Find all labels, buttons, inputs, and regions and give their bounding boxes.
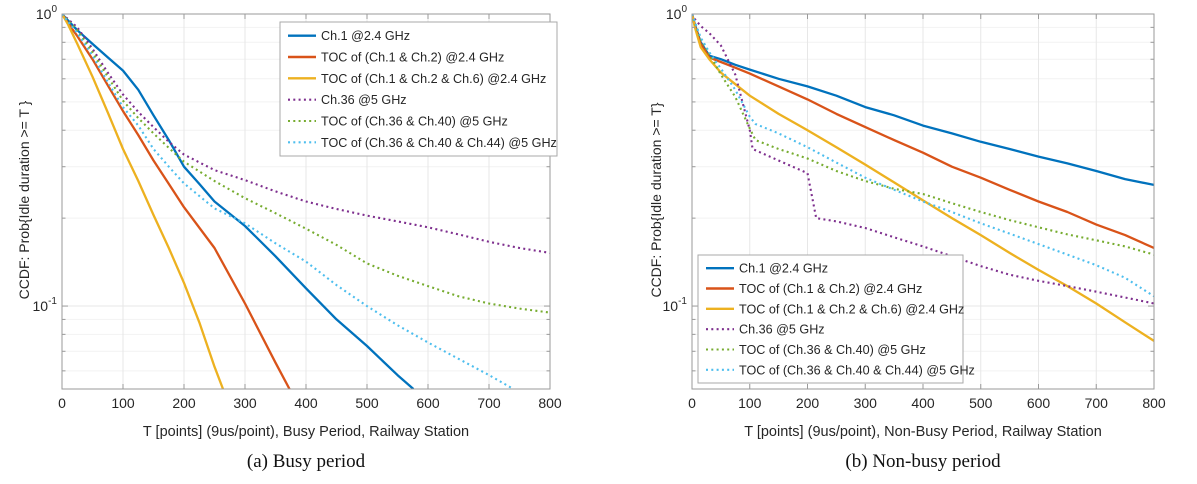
x-tick-label: 500: [969, 395, 993, 411]
caption-nonbusy: (b) Non-busy period: [845, 451, 1001, 472]
tick-labels: 0 100 200 300 400 500 600 700 800 100 10-1: [33, 4, 562, 411]
axes: [61, 13, 551, 390]
x-tick-label: 800: [1142, 395, 1166, 411]
panel-1: 0 100 200 300 400 500 600 700 800 100 10-1 Ch.1 @2.…: [663, 4, 1166, 411]
series-line-toc-ch1-ch2-ch6: [692, 14, 1154, 342]
legend: Ch.1 @2.4 GHz TOC of (Ch.1 & Ch.2) @2.4 G…: [697, 254, 975, 384]
y-tick-label: 100: [36, 4, 58, 22]
panel-0: 0 100 200 300 400 500 600 700 800 100 10-1 Ch.1 @2.…: [33, 4, 562, 411]
x-tick-label: 300: [854, 395, 878, 411]
x-axis-label-busy: T [points] (9us/point), Busy Period, Rai…: [142, 424, 470, 440]
legend-item-label: TOC of (Ch.1 & Ch.2) @2.4 GHz: [321, 51, 504, 65]
x-axis-label-nonbusy: T [points] (9us/point), Non-Busy Period,…: [744, 424, 1102, 440]
series-line-toc-ch36-ch40: [62, 14, 550, 314]
curves: [62, 14, 550, 389]
x-tick-label: 700: [1085, 395, 1109, 411]
series-line-ch36-5g: [692, 14, 1154, 305]
legend-item-label: Ch.1 @2.4 GHz: [321, 29, 410, 43]
series-line-toc-ch1-ch2-ch6: [62, 14, 225, 389]
tick-labels: 0 100 200 300 400 500 600 700 800 100 10-1: [663, 4, 1166, 411]
legend-item-label: TOC of (Ch.1 & Ch.2 & Ch.6) @2.4 GHz: [739, 302, 964, 316]
legend-item-label: Ch.36 @5 GHz: [739, 323, 825, 337]
y-tick-label: 10-1: [663, 296, 688, 314]
legend-item-label: TOC of (Ch.36 & Ch.40) @5 GHz: [321, 115, 508, 129]
series-line-toc-ch1-ch2: [692, 14, 1154, 250]
y-axis-label-busy: CCDF: Prob{Idle duration >= T }: [16, 100, 32, 300]
x-tick-label: 200: [796, 395, 820, 411]
x-tick-label: 300: [233, 395, 257, 411]
legend-box: [279, 21, 558, 157]
axes: [691, 13, 1155, 390]
legend-item-label: TOC of (Ch.36 & Ch.40) @5 GHz: [739, 343, 926, 357]
x-tick-label: 0: [688, 395, 696, 411]
series-line-ch1-2g4: [62, 14, 415, 389]
legend-box: [697, 254, 964, 384]
y-tick-label: 10-1: [33, 296, 58, 314]
x-tick-label: 400: [911, 395, 935, 411]
x-tick-label: 100: [738, 395, 762, 411]
curves: [692, 14, 1154, 342]
caption-busy: (a) Busy period: [246, 451, 366, 472]
x-tick-label: 800: [538, 395, 562, 411]
x-tick-label: 200: [172, 395, 196, 411]
legend-item-label: TOC of (Ch.1 & Ch.2 & Ch.6) @2.4 GHz: [321, 72, 546, 86]
x-tick-label: 500: [355, 395, 379, 411]
y-tick-label: 100: [666, 4, 688, 22]
x-tick-label: 700: [477, 395, 501, 411]
x-tick-label: 600: [416, 395, 440, 411]
series-line-toc-ch1-ch2: [62, 14, 291, 389]
legend-item-label: TOC of (Ch.36 & Ch.40 & Ch.44) @5 GHz: [321, 136, 557, 150]
x-tick-label: 400: [294, 395, 318, 411]
legend-item-label: TOC of (Ch.1 & Ch.2) @2.4 GHz: [739, 282, 922, 296]
x-tick-label: 600: [1027, 395, 1051, 411]
legend: Ch.1 @2.4 GHz TOC of (Ch.1 & Ch.2) @2.4 G…: [279, 21, 558, 157]
x-tick-label: 100: [111, 395, 135, 411]
legend-item-label: TOC of (Ch.36 & Ch.40 & Ch.44) @5 GHz: [739, 363, 975, 377]
legend-item-label: Ch.1 @2.4 GHz: [739, 262, 828, 276]
legend-item-label: Ch.36 @5 GHz: [321, 93, 407, 107]
x-tick-label: 0: [58, 395, 66, 411]
series-line-toc-ch36-ch40-ch44: [692, 14, 1154, 298]
y-axis-label-nonbusy: CCDF: Prob{Idle duration >= T}: [648, 102, 664, 298]
